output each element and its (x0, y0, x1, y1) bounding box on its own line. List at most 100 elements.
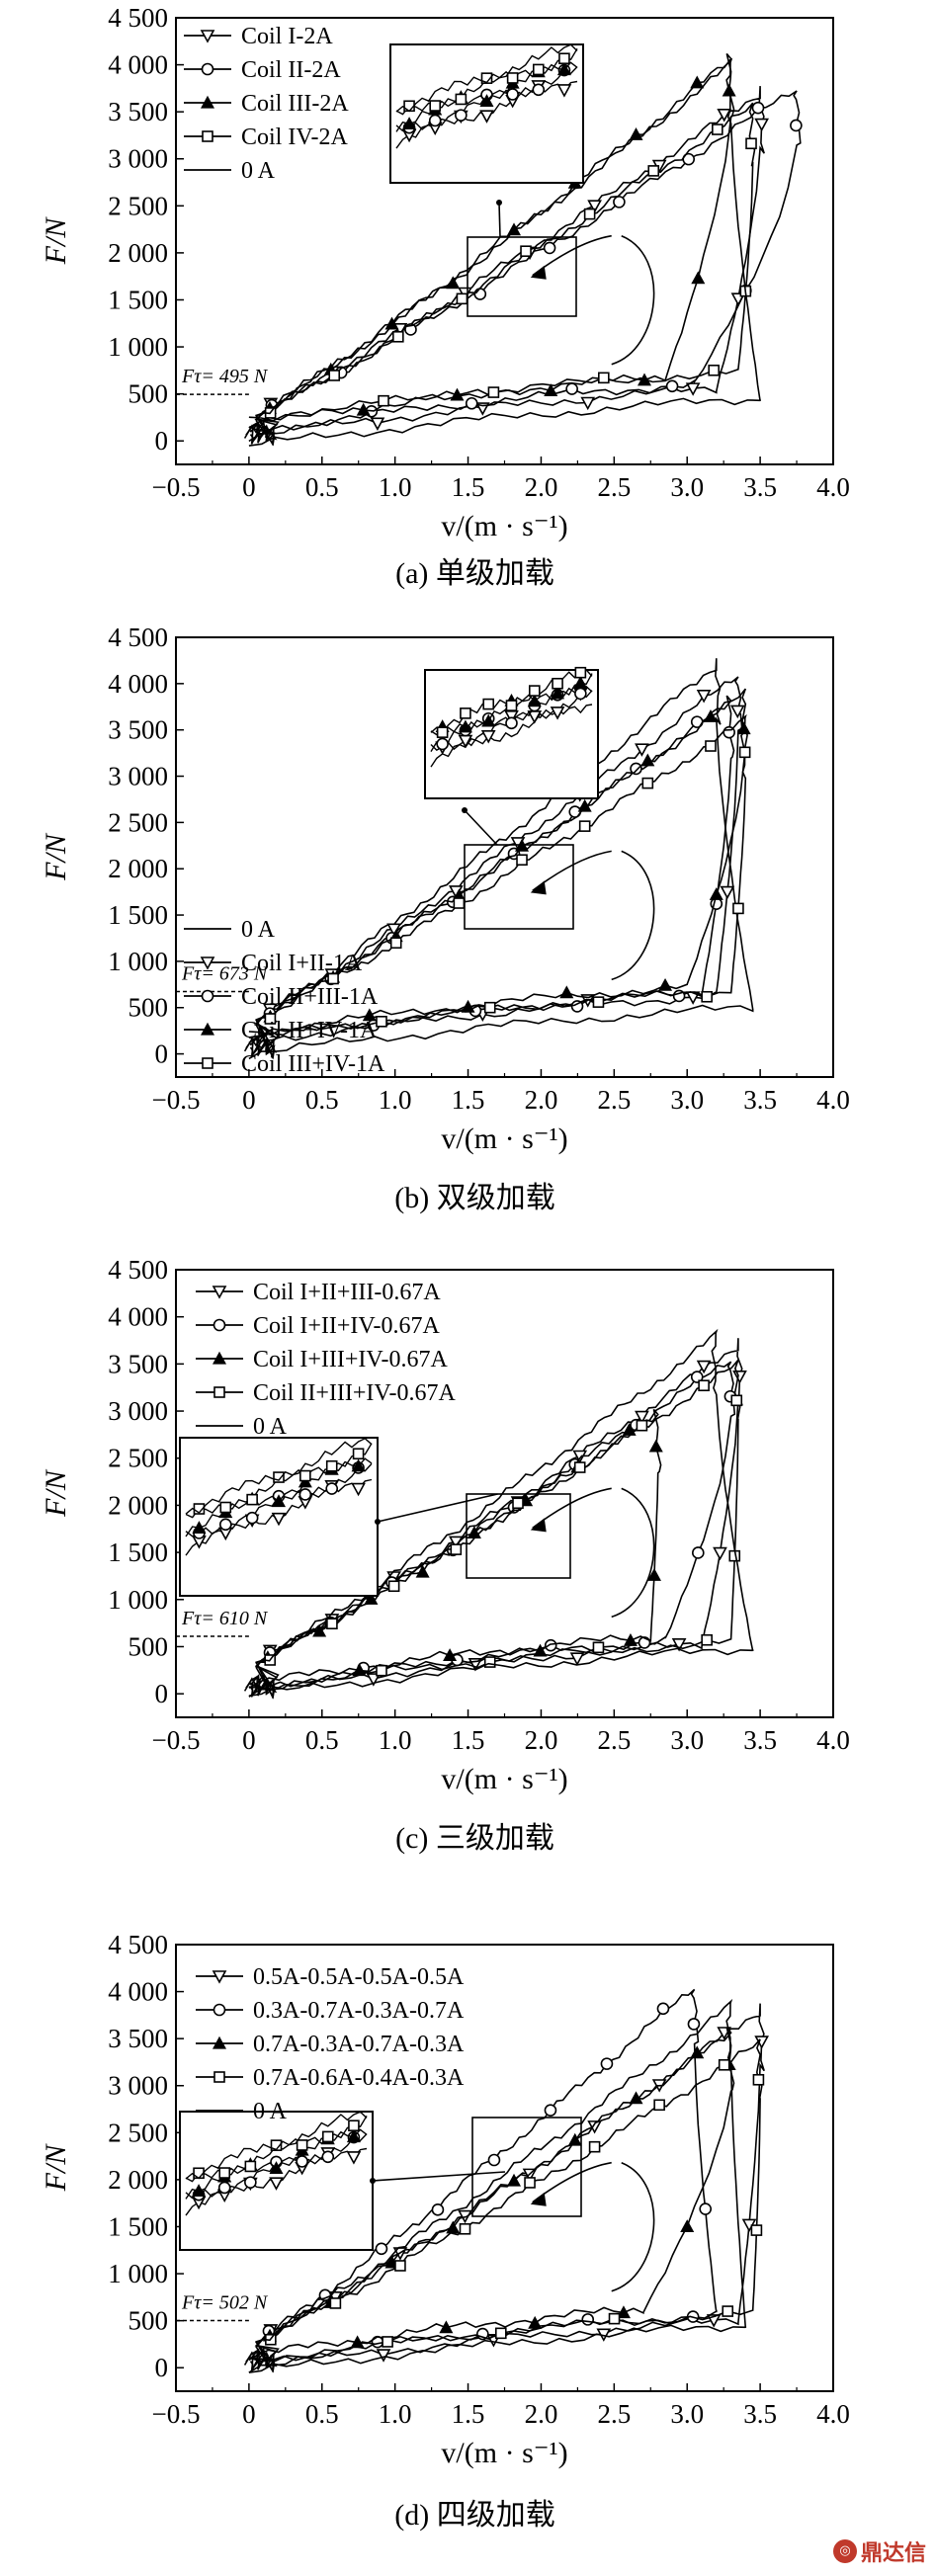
legend: Coil I+II+III-0.67A Coil I+II+IV-0.67A Coi… (196, 1280, 456, 1440)
data-point (487, 2153, 501, 2167)
x-tick-label: 1.0 (379, 1725, 412, 1755)
x-tick-label: 3.0 (670, 2399, 704, 2429)
series-line (243, 1998, 747, 2373)
data-point (443, 1648, 458, 1661)
legend-entry: 0.3A-0.7A-0.3A-0.7A (253, 1998, 465, 2024)
legend: 0 A Coil I+II-1A Coil II+III-1A Coil II+IV-… (184, 917, 385, 1077)
data-point (245, 1511, 259, 1525)
series-line (243, 57, 761, 447)
data-point (598, 372, 610, 384)
data-point (730, 1394, 743, 1407)
y-tick-label: 4 500 (108, 623, 168, 652)
data-point (524, 2177, 536, 2189)
x-tick-label: −0.5 (152, 1725, 201, 1755)
data-point (745, 137, 757, 150)
chart-panel: −0.5 0 0.5 1.0 1.5 2.0 2.5 3.0 3.5 4.0 0 500 1 000 1 … (40, 1930, 850, 2532)
data-point (456, 292, 468, 305)
data-point (298, 1488, 312, 1501)
legend-entry: 0 A (253, 1414, 288, 1440)
threshold-label: Fτ= 495 N (181, 366, 269, 387)
series-line (245, 2027, 735, 2373)
y-tick-label: 2 500 (108, 2118, 168, 2147)
y-tick-label: 2 000 (108, 1490, 168, 1520)
zoom-arrow-head-icon (375, 1519, 381, 1525)
data-point (691, 271, 706, 285)
y-tick-label: 4 000 (108, 1977, 168, 2007)
data-point (646, 1567, 661, 1581)
data-point (718, 2058, 730, 2071)
data-point (200, 1022, 215, 1036)
series-line (248, 102, 756, 444)
y-tick-label: 4 500 (108, 1255, 168, 1285)
data-point (699, 2202, 712, 2215)
x-tick-label: 3.0 (670, 1085, 704, 1115)
y-tick-label: 1 000 (108, 1585, 168, 1615)
data-point (592, 996, 605, 1008)
data-point (720, 885, 735, 900)
data-point (713, 1546, 727, 1561)
data-point (356, 402, 371, 416)
data-point (352, 1448, 365, 1460)
data-point (312, 1623, 327, 1637)
series-group (248, 658, 754, 1060)
data-point (271, 1512, 287, 1527)
data-point (327, 972, 339, 985)
data-point (544, 2104, 557, 2117)
data-point (550, 706, 565, 720)
series-line (248, 2038, 763, 2370)
data-point (378, 394, 389, 407)
inset-box (424, 669, 599, 799)
data-point (273, 1471, 285, 1483)
legend-entry: Coil I+III+IV-0.67A (253, 1347, 448, 1372)
data-point (506, 2173, 522, 2187)
data-point (544, 1638, 557, 1652)
x-tick-label: −0.5 (152, 2399, 201, 2429)
x-tick-label: 0 (242, 1725, 256, 1755)
data-point (218, 1518, 232, 1532)
data-point (532, 63, 545, 76)
data-point (580, 396, 596, 411)
loop-arc (611, 1487, 655, 1619)
series-line (248, 86, 765, 447)
legend: Coil I-2A Coil II-2A Coil III-2A Coil IV-2A… (184, 24, 349, 184)
data-point (212, 1286, 227, 1299)
series-line (245, 695, 735, 1060)
inset-line (395, 43, 578, 113)
data-point (528, 685, 541, 697)
y-tick-label: 4 000 (108, 669, 168, 699)
data-point (446, 2220, 461, 2234)
x-tick-label: 3.5 (743, 1725, 777, 1755)
data-point (296, 2155, 308, 2168)
data-point (244, 2160, 257, 2173)
data-point (680, 2219, 695, 2233)
x-tick-label: 0.5 (305, 2399, 339, 2429)
data-point (569, 1652, 585, 1666)
data-point (213, 1386, 225, 1398)
data-point (482, 698, 495, 710)
data-point (487, 386, 500, 398)
x-tick-label: 3.5 (743, 472, 777, 502)
x-tick-label: 2.0 (525, 1725, 558, 1755)
data-point (200, 30, 215, 43)
data-point (552, 677, 563, 690)
x-tick-label: 0.5 (305, 1085, 339, 1115)
data-point (558, 52, 570, 65)
x-tick-label: 2.5 (597, 1725, 631, 1755)
x-tick-label: 3.0 (670, 1725, 704, 1755)
data-point (382, 2336, 393, 2348)
data-point (608, 2312, 621, 2325)
data-point (479, 94, 494, 108)
arrow-head-icon (530, 880, 547, 895)
y-tick-label: 3 000 (108, 1396, 168, 1426)
series-line (248, 1359, 741, 1697)
data-point (450, 1543, 463, 1555)
legend-entry: 0 A (253, 2099, 288, 2124)
data-point (193, 2167, 205, 2180)
x-tick-label: 0 (242, 2399, 256, 2429)
legend-entry: 0.7A-0.6A-0.4A-0.3A (253, 2065, 465, 2091)
data-point (325, 1482, 339, 1495)
data-point (648, 1439, 663, 1453)
zoom-selection-box (471, 2117, 582, 2217)
data-point (630, 762, 642, 776)
y-tick-label: 3 000 (108, 144, 168, 174)
